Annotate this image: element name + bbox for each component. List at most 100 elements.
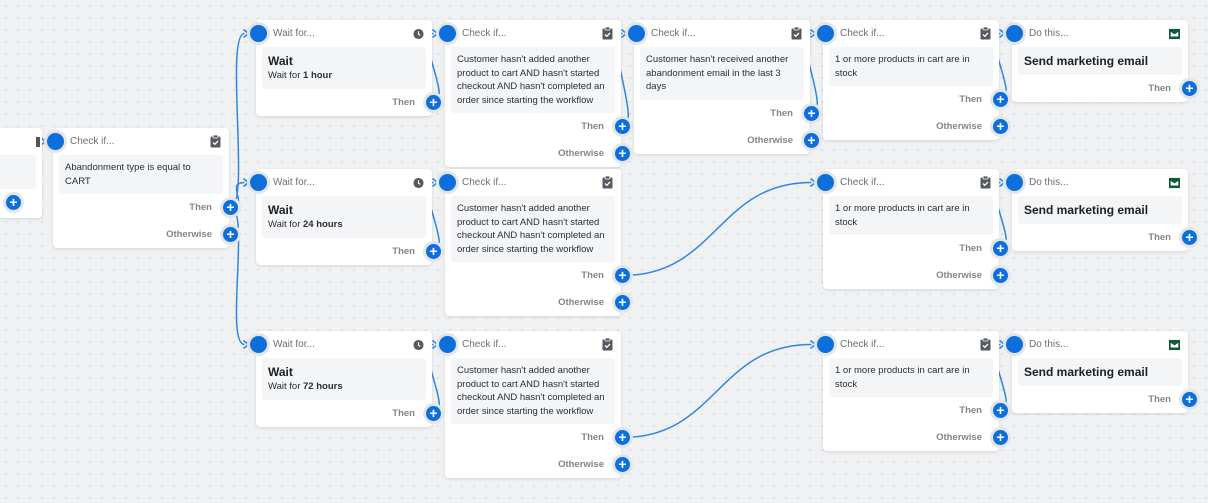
arrowhead-icon [999, 177, 1006, 188]
condition-text: Customer hasn't added another product to… [451, 358, 615, 424]
arrowhead-icon [243, 177, 250, 188]
step-type-title: Check if... [840, 339, 885, 350]
then-label: Then [581, 121, 604, 132]
step-type-title: Do this... [1029, 28, 1069, 39]
add-then-step-button[interactable]: + [1182, 392, 1197, 407]
otherwise-label: Otherwise [558, 148, 604, 159]
trigger-card-partial[interactable]: + [0, 128, 42, 218]
trigger-icon [36, 136, 40, 147]
wait-duration-text: Wait for 24 hours [268, 219, 343, 230]
check-step-card[interactable]: Check if... 1 or more products in cart ar… [817, 331, 1008, 451]
action-step-card[interactable]: Do this... Send marketing email Then + [1006, 20, 1197, 102]
input-connector[interactable] [628, 25, 645, 42]
input-connector[interactable] [439, 336, 456, 353]
then-label: Then [392, 407, 415, 419]
wait-step-card[interactable]: Wait for... Wait Wait for 72 hours Then + [250, 331, 441, 427]
input-connector[interactable] [250, 25, 267, 42]
input-connector[interactable] [817, 336, 834, 353]
wait-heading: Wait [268, 203, 293, 217]
add-then-step-button[interactable]: + [993, 92, 1008, 107]
clock-icon [413, 177, 424, 189]
connection-line [230, 32, 245, 209]
input-connector[interactable] [817, 25, 834, 42]
add-otherwise-step-button[interactable]: + [223, 227, 238, 242]
step-type-title: Do this... [1029, 339, 1069, 350]
arrowhead-icon [432, 339, 439, 350]
step-type-title: Check if... [651, 28, 696, 39]
connection-line [622, 181, 812, 277]
arrowhead-icon [621, 28, 628, 39]
input-connector[interactable] [47, 133, 64, 150]
add-step-button[interactable]: + [6, 195, 21, 210]
input-connector[interactable] [1006, 25, 1023, 42]
input-connector[interactable] [817, 174, 834, 191]
clock-icon [413, 339, 424, 351]
check-step-card[interactable]: Check if... Customer hasn't received anot… [628, 20, 819, 154]
arrowhead-icon [999, 339, 1006, 350]
wait-duration-text: Wait for 72 hours [268, 381, 343, 392]
add-otherwise-step-button[interactable]: + [615, 146, 630, 161]
add-otherwise-step-button[interactable]: + [615, 295, 630, 310]
check-step-card[interactable]: Check if... Customer hasn't added another… [439, 20, 630, 167]
action-step-card[interactable]: Do this... Send marketing email Then + [1006, 331, 1197, 413]
then-label: Then [1148, 232, 1171, 243]
add-then-step-button[interactable]: + [615, 430, 630, 445]
add-then-step-button[interactable]: + [615, 119, 630, 134]
action-step-card[interactable]: Do this... Send marketing email Then + [1006, 169, 1197, 251]
connection-line [230, 206, 245, 346]
then-label: Then [189, 202, 212, 213]
wait-step-card[interactable]: Wait for... Wait Wait for 24 hours Then + [250, 169, 441, 265]
add-then-step-button[interactable]: + [223, 200, 238, 215]
add-then-step-button[interactable]: + [1182, 230, 1197, 245]
add-then-step-button[interactable]: + [804, 105, 819, 121]
add-then-step-button[interactable]: + [993, 403, 1008, 418]
otherwise-label: Otherwise [558, 297, 604, 308]
arrowhead-icon [432, 28, 439, 39]
step-type-title: Check if... [840, 28, 885, 39]
then-label: Then [392, 245, 415, 257]
then-label: Then [581, 270, 604, 281]
step-type-title: Check if... [70, 136, 115, 147]
input-connector[interactable] [439, 25, 456, 42]
input-connector[interactable] [250, 174, 267, 191]
arrowhead-icon [999, 28, 1006, 39]
wait-step-card[interactable]: Wait for... Wait Wait for 1 hour Then + [250, 20, 441, 116]
wait-heading: Wait [268, 365, 293, 379]
add-otherwise-step-button[interactable]: + [804, 132, 819, 148]
then-label: Then [959, 94, 982, 105]
add-then-step-button[interactable]: + [426, 405, 441, 421]
input-connector[interactable] [250, 336, 267, 353]
check-step-card[interactable]: Check if... Customer hasn't added another… [439, 169, 630, 316]
otherwise-label: Otherwise [558, 459, 604, 470]
condition-text: 1 or more products in cart are in stock [829, 47, 993, 86]
add-then-step-button[interactable]: + [615, 268, 630, 283]
then-label: Then [1148, 83, 1171, 94]
input-connector[interactable] [1006, 174, 1023, 191]
check-step-card[interactable]: Check if... 1 or more products in cart ar… [817, 20, 1008, 140]
add-otherwise-step-button[interactable]: + [993, 268, 1008, 283]
clipboard-check-icon [210, 135, 221, 148]
otherwise-label: Otherwise [936, 270, 982, 281]
add-then-step-button[interactable]: + [426, 94, 441, 110]
add-otherwise-step-button[interactable]: + [615, 457, 630, 472]
add-then-step-button[interactable]: + [1182, 81, 1197, 96]
input-connector[interactable] [439, 174, 456, 191]
then-label: Then [959, 405, 982, 416]
add-then-step-button[interactable]: + [426, 243, 441, 259]
arrowhead-icon [40, 136, 47, 147]
step-type-title: Check if... [840, 177, 885, 188]
then-label: Then [581, 432, 604, 443]
condition-text: Abandonment type is equal to CART [59, 155, 223, 194]
action-name: Send marketing email [1024, 54, 1149, 68]
check-step-card[interactable]: Check if... Customer hasn't added another… [439, 331, 630, 478]
add-then-step-button[interactable]: + [993, 241, 1008, 256]
add-otherwise-step-button[interactable]: + [993, 119, 1008, 134]
add-otherwise-step-button[interactable]: + [993, 430, 1008, 445]
input-connector[interactable] [1006, 336, 1023, 353]
check-step-card[interactable]: Check if... Abandonment type is equal to … [47, 128, 238, 248]
then-label: Then [770, 107, 793, 119]
step-type-title: Check if... [462, 339, 507, 350]
email-icon [1169, 177, 1180, 189]
check-step-card[interactable]: Check if... 1 or more products in cart ar… [817, 169, 1008, 289]
arrowhead-icon [810, 339, 817, 350]
